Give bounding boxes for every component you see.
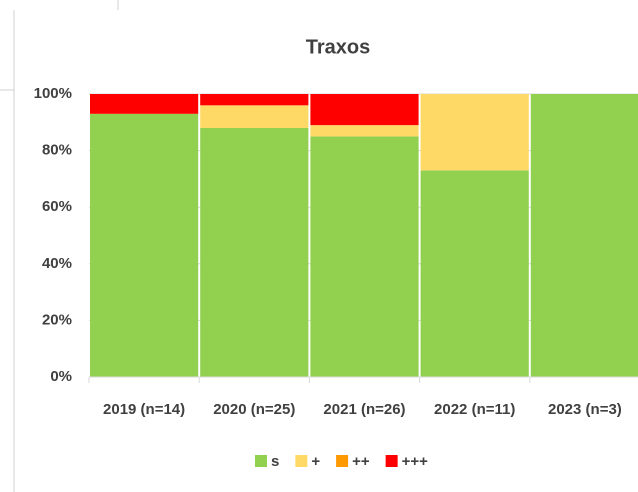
x-tick-label: 2021 (n=26) [323, 401, 405, 418]
legend-swatch [385, 455, 398, 467]
bar-segment [200, 127, 309, 378]
legend-label: + [311, 453, 320, 470]
bar-segment [90, 94, 199, 114]
x-tick-label: 2023 (n=3) [548, 401, 622, 418]
bar-segment [200, 105, 309, 128]
y-tick-label: 20% [42, 311, 72, 328]
x-tick-label: 2020 (n=25) [213, 401, 295, 418]
legend-swatch [255, 455, 267, 467]
legend-label: ++ [352, 453, 370, 470]
y-tick-label: 100% [34, 85, 72, 102]
y-tick-label: 0% [50, 368, 72, 385]
legend-swatch [336, 455, 349, 467]
bar-segment [200, 94, 309, 106]
legend-label: s [271, 453, 279, 470]
bar-segment [90, 113, 199, 377]
legend-swatch [295, 455, 308, 467]
x-tick-label: 2022 (n=11) [434, 401, 515, 418]
y-tick-label: 40% [42, 255, 72, 272]
x-tick-label: 2019 (n=14) [103, 401, 185, 418]
y-tick-label: 80% [42, 142, 72, 159]
bar-segment [420, 170, 529, 377]
y-tick-label: 60% [42, 198, 72, 215]
bar-segment [530, 94, 638, 377]
chart-title: Traxos [306, 36, 370, 58]
bar-segment [310, 136, 419, 377]
bar-segment [420, 94, 529, 171]
bar-segment [310, 125, 419, 137]
legend-label: +++ [402, 453, 429, 470]
bar-segment [310, 94, 419, 126]
